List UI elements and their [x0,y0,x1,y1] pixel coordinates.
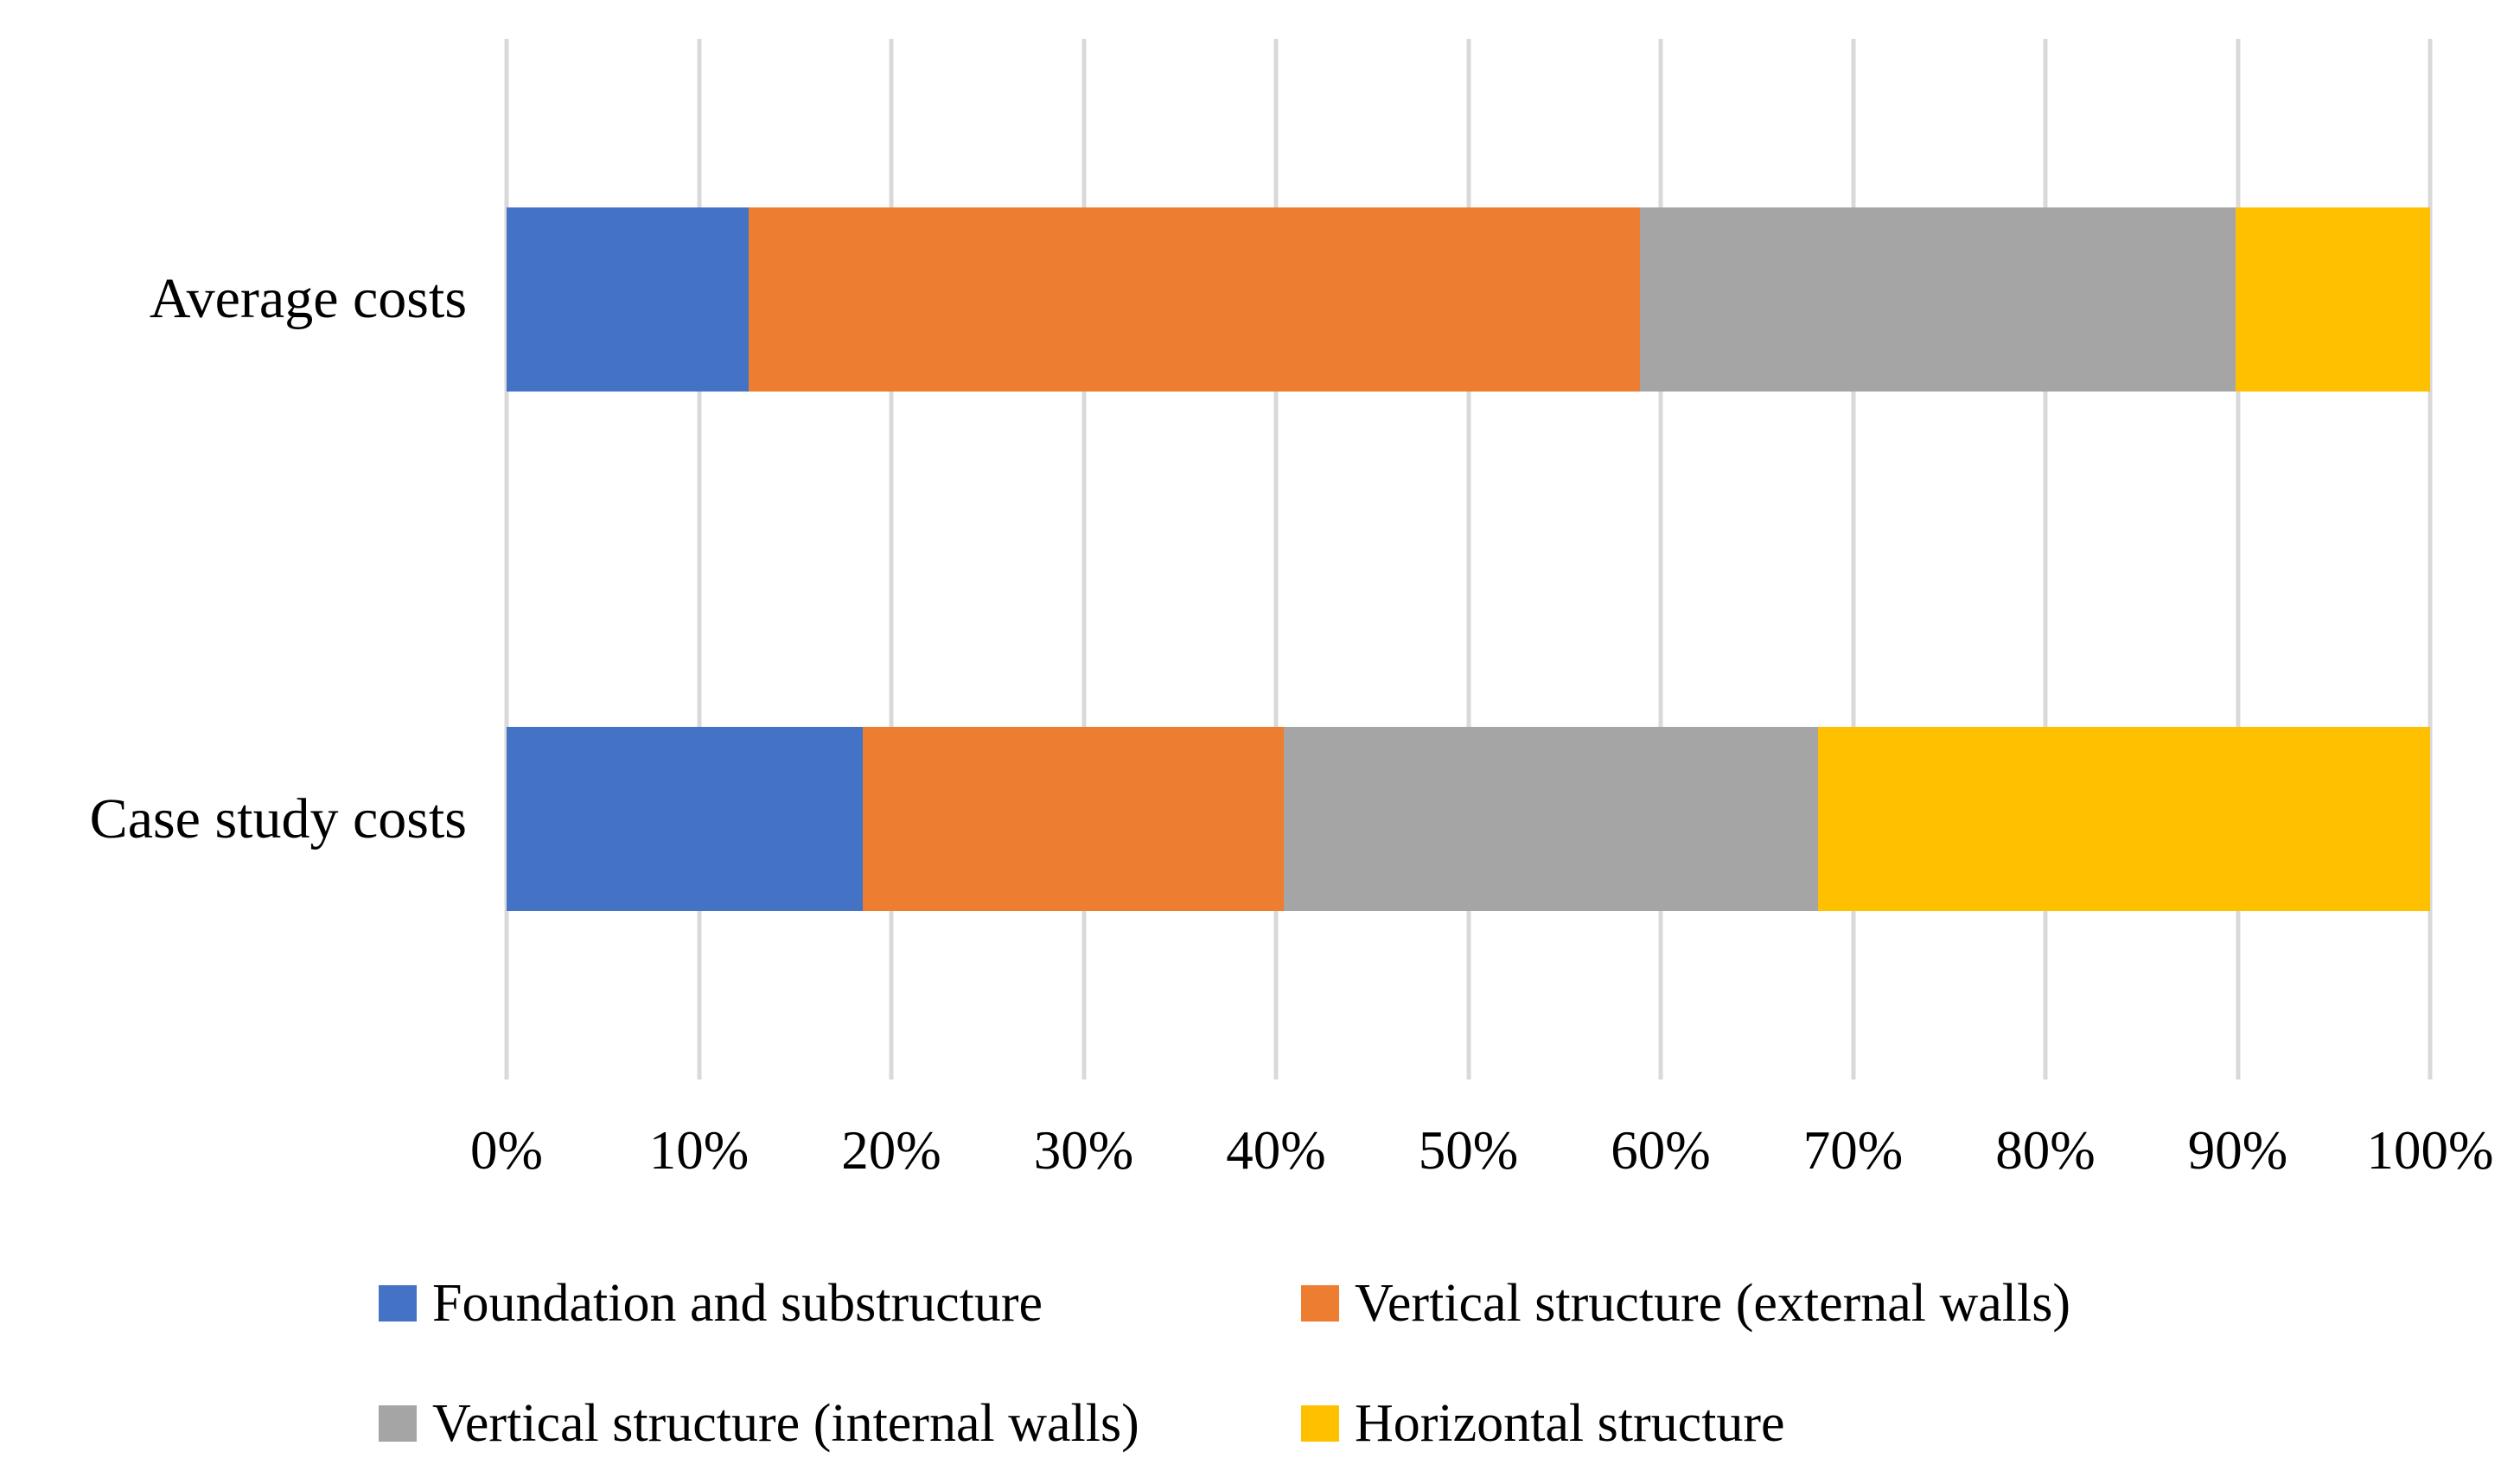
gridline [697,39,701,1080]
plot-area [504,39,2433,1080]
x-tick-label: 40% [1226,1120,1326,1181]
gridline [2236,39,2240,1080]
x-tick-label: 80% [1995,1120,2096,1181]
x-tick-label: 60% [1611,1120,1711,1181]
bar-segment-vertical-structure-external-walls [749,207,1640,392]
legend-swatch-foundation [379,1285,417,1322]
bar-row-average-costs [507,207,2430,392]
legend-swatch-horizontal [1301,1405,1339,1442]
x-tick-label: 30% [1033,1120,1134,1181]
category-label-average-costs: Average costs [149,267,467,330]
gridline [1081,39,1086,1080]
legend-item: Horizontal structure [1301,1387,1785,1460]
x-tick-label: 100% [2366,1120,2494,1181]
legend-label: Vertical structure (external walls) [1355,1274,2071,1333]
gridline [504,39,509,1080]
bar-segment-horizontal-structure [1818,727,2430,911]
gridline [1658,39,1663,1080]
gridline [1851,39,1855,1080]
x-tick-label: 50% [1418,1120,1519,1181]
gridline [1466,39,1471,1080]
bar-segment-vertical-structure-internal-walls [1283,727,1819,911]
category-label-case-study-costs: Case study costs [89,787,467,850]
gridline [889,39,894,1080]
bar-segment-foundation-and-substructure [507,207,750,392]
x-tick-label: 20% [841,1120,941,1181]
legend-swatch-vertical-external [1301,1285,1339,1322]
bar-segment-foundation-and-substructure [507,727,863,911]
bar-segment-horizontal-structure [2236,207,2430,392]
legend-item: Vertical structure (internal walls) [379,1387,1139,1460]
legend-item: Foundation and substructure [379,1267,1043,1340]
x-tick-label: 10% [648,1120,750,1181]
bar-row-case-study-costs [507,727,2430,911]
legend-label: Foundation and substructure [432,1274,1043,1333]
x-tick-label: 70% [1802,1120,1904,1181]
legend-swatch-vertical-internal [379,1405,417,1442]
legend-label: Vertical structure (internal walls) [432,1394,1139,1453]
bar-segment-vertical-structure-external-walls [862,727,1284,911]
legend-item: Vertical structure (external walls) [1301,1267,2070,1340]
x-tick-label: 90% [2187,1120,2288,1181]
gridline [2043,39,2048,1080]
bar-segment-vertical-structure-internal-walls [1639,207,2236,392]
legend-label: Horizontal structure [1355,1394,1785,1453]
gridline [1273,39,1279,1080]
x-tick-label: 0% [470,1120,543,1181]
gridline [2427,39,2433,1080]
